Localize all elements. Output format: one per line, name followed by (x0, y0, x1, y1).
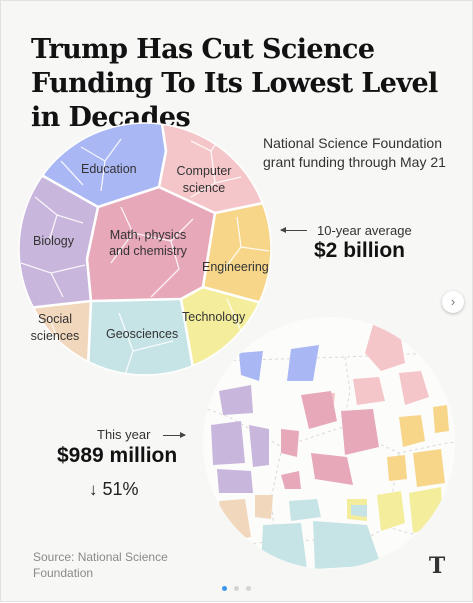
source-note: Source: National Science Foundation (33, 550, 168, 580)
cell-math (281, 471, 301, 489)
cell-computer-science (365, 325, 405, 371)
cell-engineering (413, 449, 445, 487)
this-year-value: $989 million (57, 444, 178, 467)
cell-engineering (387, 455, 407, 481)
cell-biology (219, 385, 253, 415)
label-engineering: Engineering (202, 260, 269, 274)
cell-technology (377, 491, 405, 531)
chart-subtitle: National Science Foundation grant fundin… (263, 135, 446, 170)
this-year-treemap (203, 325, 455, 569)
carousel-dot-1[interactable] (221, 586, 227, 591)
down-arrow-icon: ↓ (89, 480, 98, 499)
change-indicator: ↓ 51% (89, 479, 139, 500)
this-year-arrow (163, 432, 186, 438)
chart-title: Trump Has Cut Science Funding To Its Low… (31, 34, 438, 133)
cell-social-sciences (255, 495, 273, 519)
label-technology: Technology (182, 310, 246, 324)
cell-education (287, 345, 319, 381)
cell-biology (211, 421, 245, 465)
change-value: 51% (102, 479, 139, 499)
label-computer-science: Computer science (177, 164, 232, 195)
cell-math (301, 391, 337, 429)
cell-geosciences (289, 499, 321, 521)
average-label: 10-year average (317, 223, 412, 238)
cell-computer-science (399, 371, 429, 405)
cell-technology (409, 487, 443, 533)
cell-computer-science (353, 377, 385, 405)
label-biology: Biology (33, 234, 75, 248)
cell-math (311, 453, 353, 485)
region-math (87, 187, 215, 301)
nyt-logo: T (428, 553, 446, 579)
carousel-dot-3[interactable] (246, 586, 252, 591)
region-geosciences (87, 299, 197, 375)
cell-engineering (433, 405, 449, 433)
chevron-right-icon: › (450, 294, 456, 309)
label-social-sciences: Social sciences (31, 312, 80, 343)
average-value: $2 billion (314, 239, 406, 262)
label-geosciences: Geosciences (106, 327, 178, 341)
cell-education (239, 351, 263, 381)
carousel-dots (220, 578, 253, 591)
cell-biology (217, 469, 253, 493)
cell-geosciences (313, 521, 381, 569)
cell-engineering (399, 415, 425, 447)
label-math: Math, physics and chemistry (109, 228, 188, 258)
this-year-label: This year (97, 427, 151, 442)
next-slide-button[interactable]: › (442, 291, 464, 313)
cell-biology (249, 425, 269, 467)
cell-geosciences (261, 523, 307, 569)
average-arrow (280, 227, 307, 233)
cell-math (341, 409, 379, 455)
cell-geosciences (351, 505, 367, 517)
carousel-dot-2[interactable] (233, 586, 239, 591)
label-education: Education (81, 162, 137, 176)
cell-math (281, 429, 299, 457)
